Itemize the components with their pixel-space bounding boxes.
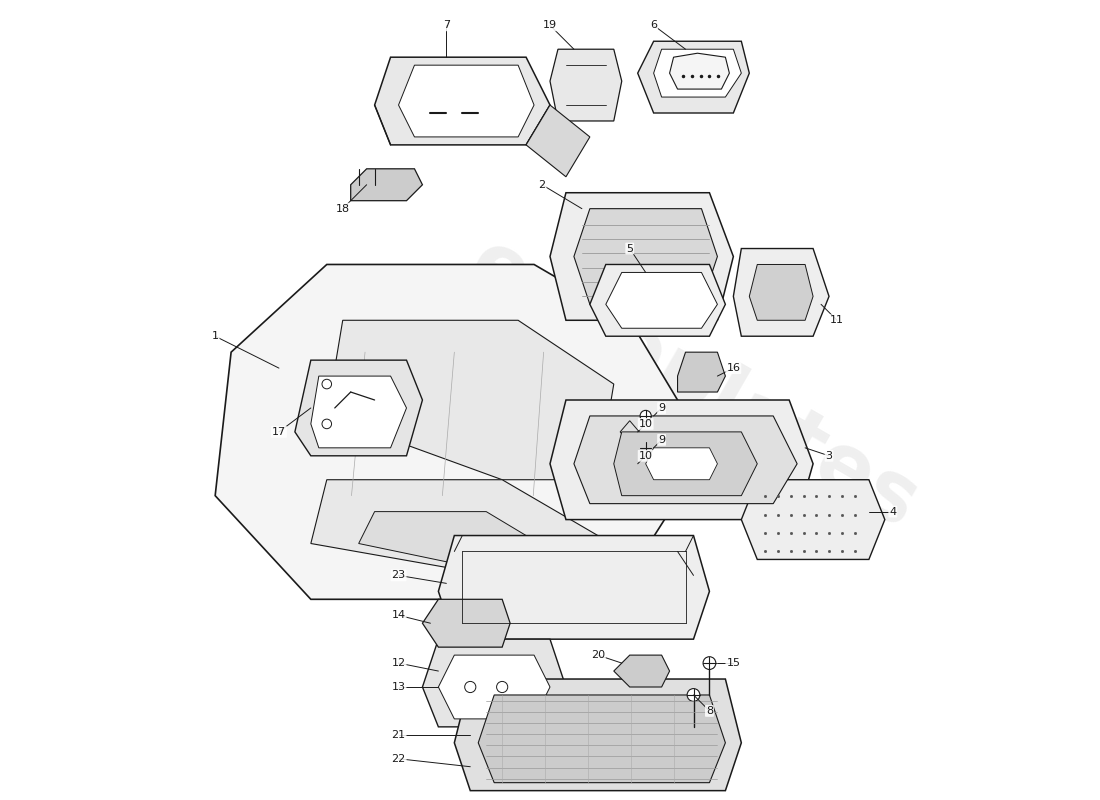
Text: 21: 21 [392, 730, 406, 740]
Text: 17: 17 [272, 427, 286, 437]
Polygon shape [398, 65, 535, 137]
Polygon shape [439, 655, 550, 719]
Polygon shape [574, 209, 717, 304]
Polygon shape [550, 50, 622, 121]
Polygon shape [614, 655, 670, 687]
Polygon shape [653, 50, 741, 97]
Polygon shape [311, 480, 597, 591]
Text: 10: 10 [639, 451, 652, 461]
Polygon shape [422, 599, 510, 647]
Circle shape [322, 419, 331, 429]
Text: 4: 4 [889, 506, 896, 517]
Polygon shape [311, 376, 407, 448]
Polygon shape [620, 421, 639, 443]
Polygon shape [359, 512, 565, 583]
Polygon shape [678, 352, 725, 392]
Text: 7: 7 [443, 20, 450, 30]
Polygon shape [422, 639, 565, 727]
Polygon shape [574, 416, 798, 504]
Polygon shape [526, 105, 590, 177]
Polygon shape [375, 57, 550, 145]
Circle shape [703, 657, 716, 670]
Text: 1: 1 [211, 331, 219, 342]
Polygon shape [749, 265, 813, 320]
Polygon shape [351, 169, 422, 201]
Polygon shape [454, 679, 741, 790]
Text: 11: 11 [830, 315, 844, 326]
Polygon shape [620, 453, 639, 475]
Circle shape [496, 682, 508, 693]
Circle shape [464, 682, 476, 693]
Polygon shape [550, 400, 813, 519]
Polygon shape [734, 249, 829, 336]
Text: 10: 10 [639, 419, 652, 429]
Polygon shape [327, 320, 614, 480]
Circle shape [640, 410, 651, 422]
Text: 14: 14 [392, 610, 406, 620]
Text: 22: 22 [392, 754, 406, 764]
Polygon shape [670, 54, 729, 89]
Polygon shape [216, 265, 678, 599]
Text: 3: 3 [825, 451, 833, 461]
Text: 9: 9 [658, 403, 666, 413]
Polygon shape [614, 432, 757, 496]
Text: 18: 18 [336, 204, 350, 214]
Polygon shape [638, 42, 749, 113]
Text: 2: 2 [539, 180, 546, 190]
Polygon shape [439, 535, 710, 639]
Text: 20: 20 [591, 650, 605, 660]
Text: 13: 13 [392, 682, 406, 692]
Polygon shape [606, 273, 717, 328]
Text: 19: 19 [543, 20, 557, 30]
Text: 9: 9 [658, 435, 666, 445]
Text: 15: 15 [726, 658, 740, 668]
Text: 8: 8 [706, 706, 713, 716]
Polygon shape [590, 265, 725, 336]
Text: 6: 6 [650, 20, 657, 30]
Text: 16: 16 [726, 363, 740, 373]
Polygon shape [646, 448, 717, 480]
Polygon shape [741, 480, 884, 559]
Text: 12: 12 [392, 658, 406, 668]
Text: 23: 23 [392, 570, 406, 580]
Circle shape [640, 442, 651, 454]
Polygon shape [478, 695, 725, 782]
Polygon shape [550, 193, 734, 320]
Circle shape [688, 689, 700, 702]
Text: 5: 5 [626, 243, 634, 254]
Polygon shape [295, 360, 422, 456]
Circle shape [322, 379, 331, 389]
Text: europlates: europlates [454, 222, 933, 546]
Text: a passion for...  since 1985: a passion for... since 1985 [414, 522, 686, 628]
